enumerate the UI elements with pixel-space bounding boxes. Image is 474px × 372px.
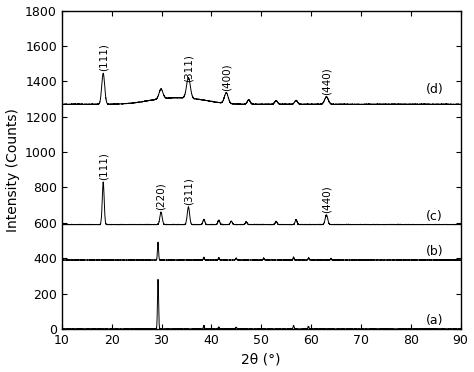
Text: (220): (220) bbox=[156, 182, 166, 210]
Text: (b): (b) bbox=[426, 245, 443, 258]
Text: (440): (440) bbox=[321, 185, 331, 213]
Text: (400): (400) bbox=[221, 64, 231, 92]
Text: (d): (d) bbox=[426, 83, 443, 96]
Y-axis label: Intensity (Counts): Intensity (Counts) bbox=[6, 108, 19, 232]
Text: (a): (a) bbox=[426, 314, 443, 327]
Text: (311): (311) bbox=[183, 177, 193, 205]
X-axis label: 2θ (°): 2θ (°) bbox=[241, 352, 281, 366]
Text: (440): (440) bbox=[321, 67, 331, 94]
Text: (311): (311) bbox=[183, 54, 193, 82]
Text: (111): (111) bbox=[98, 43, 108, 71]
Text: (c): (c) bbox=[426, 210, 442, 223]
Text: (111): (111) bbox=[98, 152, 108, 180]
